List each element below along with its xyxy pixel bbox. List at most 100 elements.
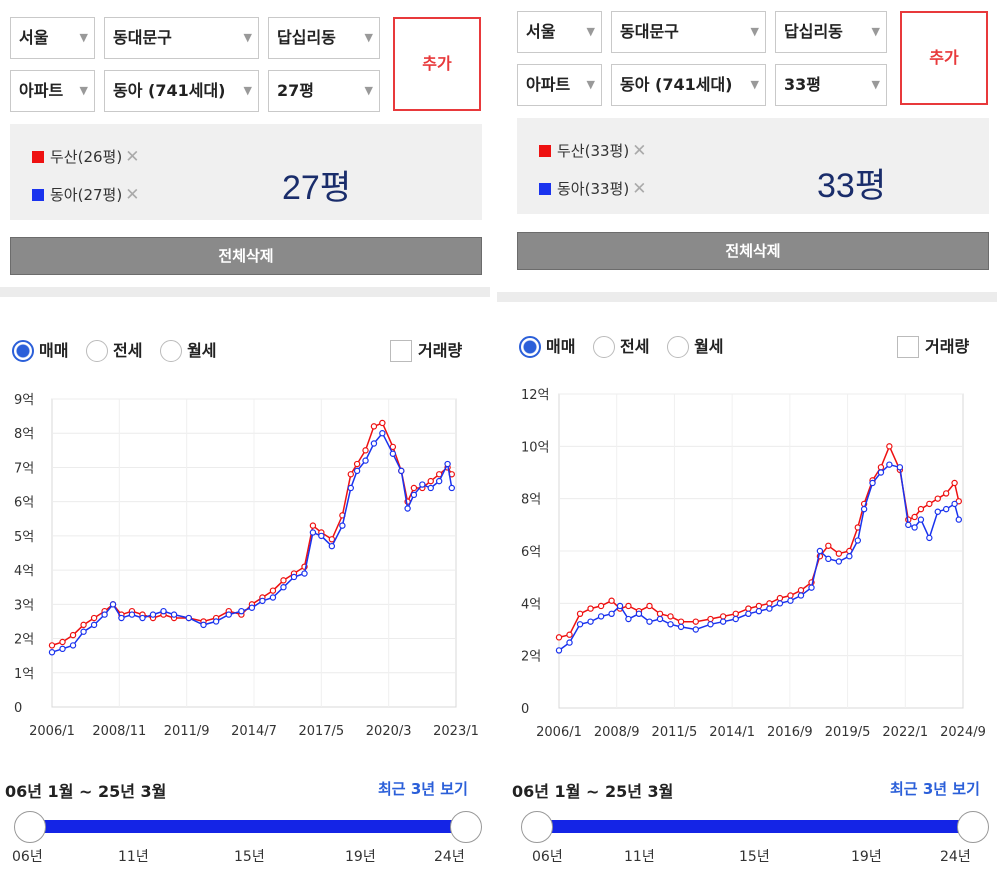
slider-start-handle[interactable] [14, 811, 46, 843]
data-point[interactable] [576, 610, 584, 617]
data-point[interactable] [860, 505, 868, 513]
volume-checkbox[interactable]: 거래량 [897, 333, 969, 358]
data-point[interactable] [280, 584, 287, 591]
close-icon[interactable]: ✕ [125, 185, 140, 205]
data-point[interactable] [225, 611, 232, 618]
data-point[interactable] [787, 597, 794, 604]
data-point[interactable] [934, 495, 941, 502]
radio-jeonse[interactable]: 전세 [593, 336, 649, 358]
data-point[interactable] [635, 610, 643, 617]
type-select[interactable]: 아파트 ▼ [10, 70, 95, 112]
dong-select[interactable]: 답십리동 ▼ [775, 11, 887, 53]
radio-monthly[interactable]: 월세 [160, 340, 217, 362]
data-point[interactable] [389, 443, 397, 451]
data-point[interactable] [448, 484, 455, 492]
data-point[interactable] [170, 611, 178, 618]
data-point[interactable] [877, 469, 885, 476]
data-point[interactable] [362, 447, 369, 454]
data-point[interactable] [877, 464, 885, 471]
data-point[interactable] [646, 602, 653, 610]
data-point[interactable] [566, 639, 573, 646]
data-point[interactable] [854, 537, 861, 544]
data-point[interactable] [955, 516, 962, 523]
data-point[interactable] [259, 597, 266, 605]
district-select[interactable]: 동대문구 ▼ [611, 11, 766, 53]
data-point[interactable] [318, 532, 325, 540]
data-point[interactable] [656, 615, 664, 623]
data-point[interactable] [101, 611, 108, 618]
data-point[interactable] [555, 634, 563, 641]
data-point[interactable] [269, 587, 277, 594]
data-point[interactable] [212, 618, 220, 625]
data-point[interactable] [128, 611, 136, 618]
data-point[interactable] [766, 605, 773, 612]
data-point[interactable] [576, 621, 584, 628]
data-point[interactable] [911, 513, 918, 521]
data-point[interactable] [926, 500, 933, 508]
type-select[interactable]: 아파트 ▼ [517, 64, 602, 106]
data-point[interactable] [139, 614, 146, 622]
data-point[interactable] [435, 477, 443, 485]
data-point[interactable] [951, 479, 958, 487]
data-point[interactable] [797, 592, 805, 599]
data-point[interactable] [656, 610, 664, 617]
complex-select[interactable]: 동아 (741세대) ▼ [611, 64, 766, 106]
data-point[interactable] [846, 553, 853, 560]
data-point[interactable] [353, 467, 361, 475]
data-point[interactable] [200, 621, 207, 629]
data-point[interactable] [347, 484, 354, 492]
data-point[interactable] [835, 558, 843, 565]
data-point[interactable] [301, 570, 308, 577]
data-point[interactable] [404, 505, 411, 512]
data-point[interactable] [410, 491, 418, 499]
radio-monthly[interactable]: 월세 [667, 336, 724, 358]
data-point[interactable] [149, 611, 157, 618]
data-point[interactable] [886, 443, 893, 450]
data-point[interactable] [328, 536, 336, 543]
close-icon[interactable]: ✕ [125, 147, 140, 167]
data-point[interactable] [379, 430, 386, 437]
slider-start-handle[interactable] [521, 811, 553, 843]
data-point[interactable] [766, 600, 773, 607]
data-point[interactable] [410, 484, 418, 492]
data-point[interactable] [427, 477, 434, 485]
data-point[interactable] [625, 615, 632, 623]
data-point[interactable] [48, 649, 56, 656]
data-point[interactable] [362, 457, 369, 464]
data-point[interactable] [677, 618, 685, 625]
data-point[interactable] [896, 464, 904, 471]
data-point[interactable] [719, 613, 727, 620]
size-select[interactable]: 33평 ▼ [775, 64, 887, 106]
data-point[interactable] [109, 601, 117, 608]
data-point[interactable] [808, 584, 815, 591]
data-point[interactable] [776, 594, 784, 602]
data-point[interactable] [389, 450, 397, 457]
data-point[interactable] [555, 647, 563, 654]
volume-checkbox[interactable]: 거래량 [390, 337, 462, 362]
data-point[interactable] [280, 577, 287, 584]
recent-3y-link[interactable]: 최근 3년 보기 [378, 780, 468, 798]
data-point[interactable] [692, 618, 699, 625]
data-point[interactable] [646, 618, 653, 625]
data-point[interactable] [835, 550, 843, 557]
data-point[interactable] [597, 613, 605, 620]
radio-sale[interactable]: 매매 [519, 336, 575, 358]
period-slider-track[interactable] [30, 820, 466, 833]
data-point[interactable] [309, 529, 317, 536]
data-point[interactable] [934, 508, 941, 515]
data-point[interactable] [347, 471, 354, 478]
period-slider-track[interactable] [537, 820, 973, 833]
data-point[interactable] [379, 419, 386, 427]
data-point[interactable] [869, 479, 876, 487]
data-point[interactable] [719, 618, 727, 625]
data-point[interactable] [419, 481, 426, 488]
data-point[interactable] [707, 621, 714, 628]
data-point[interactable] [616, 602, 624, 610]
data-point[interactable] [825, 542, 832, 549]
data-point[interactable] [59, 638, 66, 646]
data-point[interactable] [118, 614, 125, 622]
data-point[interactable] [370, 423, 378, 430]
data-point[interactable] [185, 614, 192, 622]
data-point[interactable] [238, 607, 245, 615]
data-point[interactable] [926, 534, 933, 542]
